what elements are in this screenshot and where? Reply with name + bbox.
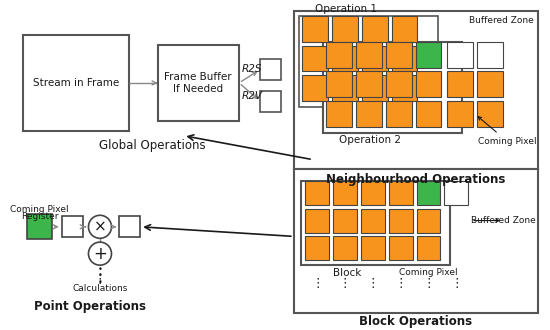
FancyBboxPatch shape [416,209,441,233]
FancyBboxPatch shape [27,214,52,239]
Text: •: • [97,278,102,287]
FancyBboxPatch shape [332,16,358,42]
Text: Point Operations: Point Operations [35,300,146,313]
Text: ⋮: ⋮ [450,277,463,290]
Text: Operation 2: Operation 2 [339,135,402,145]
Text: Coming Pixel: Coming Pixel [399,268,458,277]
FancyBboxPatch shape [332,75,358,101]
FancyBboxPatch shape [416,71,442,97]
FancyBboxPatch shape [302,75,328,101]
Text: ⋮: ⋮ [367,277,379,290]
Text: R2V: R2V [242,91,263,101]
FancyBboxPatch shape [389,181,412,205]
FancyBboxPatch shape [333,209,357,233]
FancyBboxPatch shape [326,42,352,68]
FancyBboxPatch shape [322,42,461,133]
Text: R2S: R2S [242,64,262,75]
FancyBboxPatch shape [294,11,538,169]
Text: Stream in Frame: Stream in Frame [33,78,119,88]
FancyBboxPatch shape [302,46,328,71]
FancyBboxPatch shape [62,216,82,237]
Text: •: • [97,265,102,274]
FancyBboxPatch shape [356,101,382,127]
Text: ⋮: ⋮ [339,277,351,290]
Text: Register: Register [21,213,58,221]
FancyBboxPatch shape [447,101,473,127]
FancyBboxPatch shape [326,71,352,97]
FancyBboxPatch shape [361,236,385,260]
FancyBboxPatch shape [389,236,412,260]
Text: ⋮: ⋮ [422,277,435,290]
FancyBboxPatch shape [356,71,382,97]
FancyBboxPatch shape [392,75,417,101]
FancyBboxPatch shape [416,181,441,205]
FancyBboxPatch shape [392,16,417,42]
FancyBboxPatch shape [305,181,329,205]
FancyBboxPatch shape [157,45,239,121]
FancyBboxPatch shape [362,16,388,42]
Text: Coming Pixel: Coming Pixel [10,205,69,214]
FancyBboxPatch shape [416,101,442,127]
Text: Calculations: Calculations [72,284,128,293]
Text: Buffered Zone: Buffered Zone [471,216,536,225]
FancyBboxPatch shape [332,46,358,71]
Text: Block Operations: Block Operations [360,315,472,328]
FancyBboxPatch shape [477,71,503,97]
Text: +: + [93,245,107,263]
FancyBboxPatch shape [23,35,129,131]
FancyBboxPatch shape [386,71,412,97]
FancyBboxPatch shape [305,236,329,260]
Circle shape [89,242,112,265]
Circle shape [89,215,112,238]
FancyBboxPatch shape [416,236,441,260]
FancyBboxPatch shape [389,209,412,233]
Text: Operation 1: Operation 1 [316,4,377,14]
FancyBboxPatch shape [333,181,357,205]
FancyBboxPatch shape [294,169,538,313]
FancyBboxPatch shape [260,59,281,80]
FancyBboxPatch shape [477,101,503,127]
FancyBboxPatch shape [361,209,385,233]
FancyBboxPatch shape [392,46,417,71]
Text: ⋮: ⋮ [311,277,323,290]
FancyBboxPatch shape [305,209,329,233]
FancyBboxPatch shape [447,71,473,97]
FancyBboxPatch shape [362,75,388,101]
Text: Block: Block [333,268,361,278]
FancyBboxPatch shape [386,42,412,68]
Text: Global Operations: Global Operations [99,139,206,151]
FancyBboxPatch shape [416,42,442,68]
FancyBboxPatch shape [333,236,357,260]
FancyBboxPatch shape [356,42,382,68]
FancyBboxPatch shape [260,91,281,112]
Text: Frame Buffer
If Needed: Frame Buffer If Needed [164,72,232,94]
FancyBboxPatch shape [301,181,450,265]
FancyBboxPatch shape [386,101,412,127]
Text: Coming Pixel: Coming Pixel [478,117,536,146]
Text: ×: × [94,219,106,234]
Text: Neighbourhood Operations: Neighbourhood Operations [326,173,505,186]
FancyBboxPatch shape [477,42,503,68]
FancyBboxPatch shape [362,46,388,71]
FancyBboxPatch shape [326,101,352,127]
FancyBboxPatch shape [119,216,140,237]
Text: ⋮: ⋮ [94,273,106,286]
Text: •: • [97,271,102,280]
Text: Buffered Zone: Buffered Zone [469,16,534,25]
FancyBboxPatch shape [361,181,385,205]
FancyBboxPatch shape [302,16,328,42]
FancyBboxPatch shape [444,181,468,205]
FancyBboxPatch shape [299,16,438,107]
Text: ⋮: ⋮ [394,277,407,290]
FancyBboxPatch shape [447,42,473,68]
